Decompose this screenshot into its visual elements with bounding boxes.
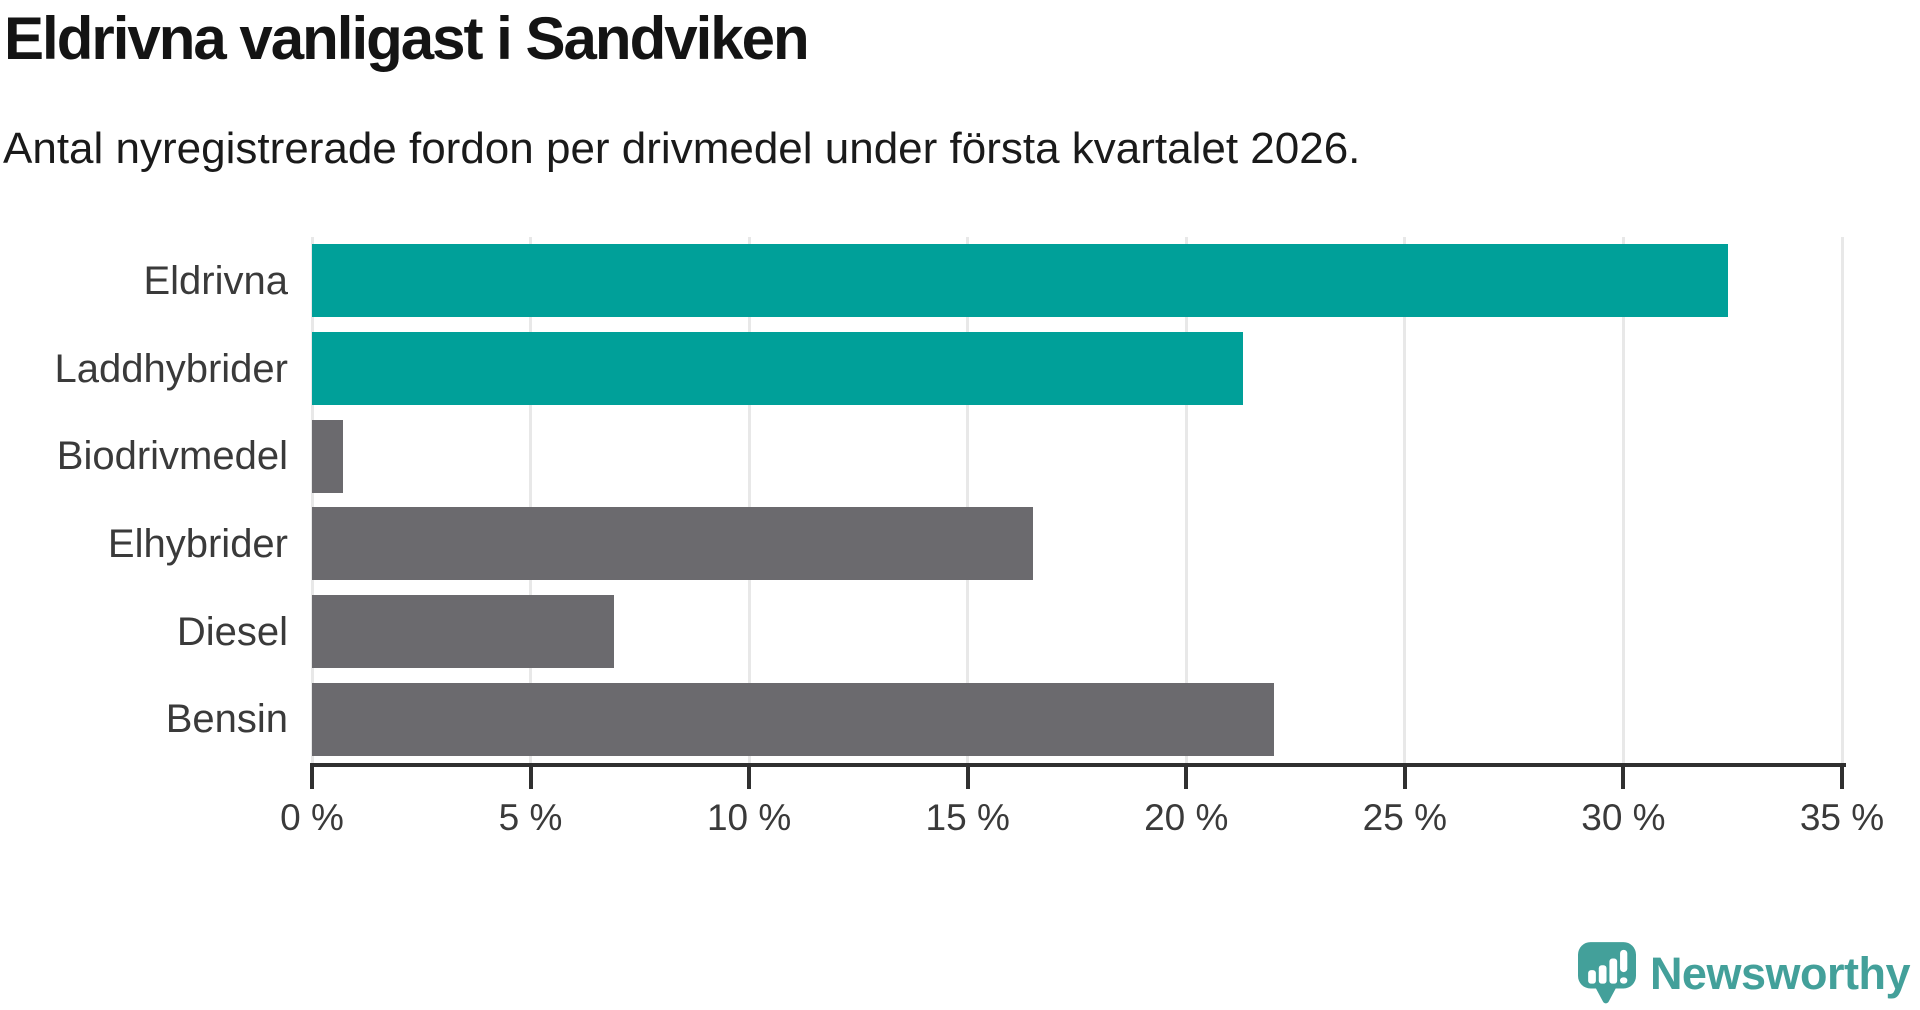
x-tick-label: 25 % (1362, 797, 1448, 838)
bar (312, 507, 1034, 581)
x-tick-label: 10 % (706, 797, 792, 838)
gridline (310, 237, 314, 763)
category-label: Eldrivna (143, 258, 288, 303)
x-tick (1184, 763, 1189, 789)
newsworthy-logo-icon (1577, 942, 1636, 1004)
category-labels: Eldrivna Laddhybrider Biodrivmedel Elhybrid… (0, 237, 289, 763)
x-tick-label: 0 % (280, 797, 344, 838)
gridline (1621, 237, 1625, 763)
gridline (1840, 237, 1844, 763)
bar (312, 332, 1244, 405)
category-label: Bensin (165, 697, 288, 742)
bar (312, 682, 1274, 756)
x-tick (965, 763, 970, 789)
x-tick-label: 30 % (1581, 797, 1666, 838)
gridline (1403, 237, 1407, 763)
bar (312, 595, 614, 668)
x-tick-label: 35 % (1799, 797, 1885, 838)
plot-area: 0 % 5 % 10 % 15 % 20 % 25 % 30 % 35 % (280, 237, 1884, 838)
x-tick-label: 5 % (498, 797, 563, 838)
x-tick (310, 763, 314, 789)
chart-title: Eldrivna vanligast i Sandviken (4, 5, 810, 72)
x-tick (1840, 763, 1844, 789)
gridline (966, 237, 970, 763)
gridline (529, 237, 533, 763)
category-label: Elhybrider (107, 521, 288, 566)
newsworthy-logo: Newsworthy (1577, 942, 1911, 1006)
category-label: Diesel (176, 609, 288, 654)
bar (312, 244, 1729, 318)
category-label: Biodrivmedel (56, 434, 288, 479)
x-axis-line (310, 763, 1846, 767)
newsworthy-logo-text: Newsworthy (1649, 948, 1911, 999)
x-tick (1402, 763, 1407, 789)
x-tick (747, 763, 752, 789)
gridline (747, 237, 751, 763)
x-tick-label: 20 % (1144, 797, 1229, 838)
bar (312, 419, 343, 493)
chart-subtitle: Antal nyregistrerade fordon per drivmede… (3, 124, 1361, 173)
category-label: Laddhybrider (54, 346, 289, 391)
x-tick-label: 15 % (925, 797, 1010, 838)
gridline (1184, 237, 1188, 763)
x-tick (528, 763, 533, 789)
x-tick (1621, 763, 1626, 789)
